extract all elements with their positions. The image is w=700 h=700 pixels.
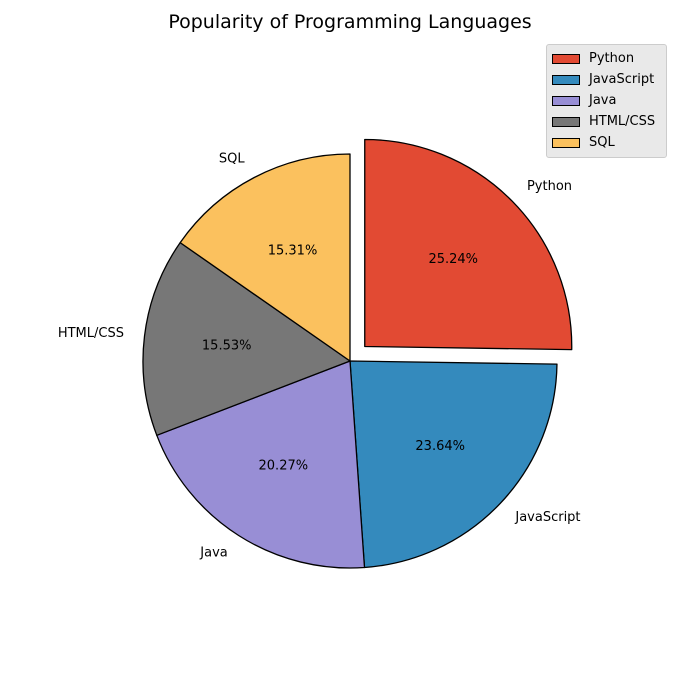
slice-pct-sql: 15.31% xyxy=(268,243,318,258)
legend-label-html-css: HTML/CSS xyxy=(589,114,656,129)
legend-swatch-html-css xyxy=(552,116,580,127)
legend-swatch-sql xyxy=(552,137,580,148)
slice-label-sql: SQL xyxy=(219,152,245,167)
legend-swatch-python xyxy=(552,53,580,64)
legend-label-sql: SQL xyxy=(589,135,615,150)
legend-label-java: Java xyxy=(589,93,617,108)
slice-pct-python: 25.24% xyxy=(428,252,478,267)
legend-item-python: Python xyxy=(547,48,666,69)
pie-slice-javascript xyxy=(349,360,558,569)
legend-item-javascript: JavaScript xyxy=(547,69,666,90)
pie-slice-java xyxy=(156,360,366,569)
slice-pct-javascript: 23.64% xyxy=(415,439,465,454)
slice-pct-java: 20.27% xyxy=(259,458,309,473)
slice-label-java: Java xyxy=(199,546,227,561)
legend-item-html-css: HTML/CSS xyxy=(547,111,666,132)
legend-label-python: Python xyxy=(589,51,635,66)
pie-slice-python xyxy=(364,138,573,351)
chart-title: Popularity of Programming Languages xyxy=(168,11,532,33)
slice-label-python: Python xyxy=(527,179,572,194)
slice-label-javascript: JavaScript xyxy=(514,510,580,525)
pie-slice-html-css xyxy=(142,241,351,436)
slice-label-html-css: HTML/CSS xyxy=(58,326,124,341)
slice-pct-html-css: 15.53% xyxy=(202,339,252,354)
legend: Python JavaScript Java HTML/CSS SQL xyxy=(546,44,667,158)
legend-item-sql: SQL xyxy=(547,132,666,153)
slices-layer xyxy=(142,138,573,569)
labels-layer: Python 25.24% JavaScript 23.64% Java 20.27% HT… xyxy=(58,152,581,561)
legend-swatch-java xyxy=(552,95,580,106)
pie-slice-sql xyxy=(179,153,351,362)
legend-swatch-javascript xyxy=(552,74,580,85)
legend-item-java: Java xyxy=(547,90,666,111)
legend-label-javascript: JavaScript xyxy=(589,72,655,87)
